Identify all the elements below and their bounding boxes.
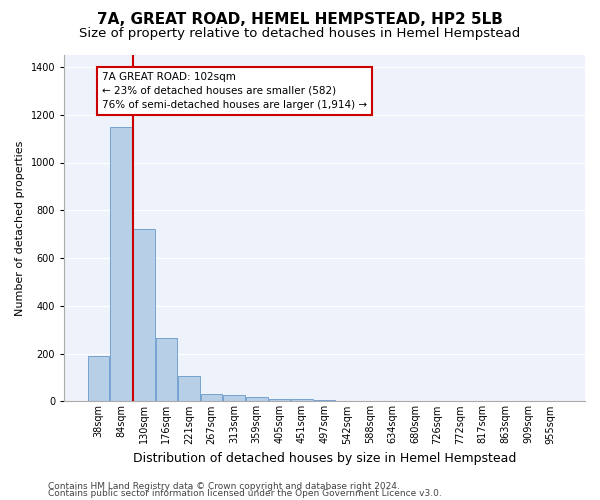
Bar	[201, 394, 223, 402]
Bar	[223, 396, 245, 402]
Bar	[155, 338, 177, 402]
Bar	[314, 400, 335, 402]
Y-axis label: Number of detached properties: Number of detached properties	[15, 140, 25, 316]
Text: 7A, GREAT ROAD, HEMEL HEMPSTEAD, HP2 5LB: 7A, GREAT ROAD, HEMEL HEMPSTEAD, HP2 5LB	[97, 12, 503, 28]
X-axis label: Distribution of detached houses by size in Hemel Hempstead: Distribution of detached houses by size …	[133, 452, 516, 465]
Bar	[88, 356, 109, 402]
Bar	[133, 230, 155, 402]
Bar	[110, 126, 132, 402]
Text: Size of property relative to detached houses in Hemel Hempstead: Size of property relative to detached ho…	[79, 28, 521, 40]
Bar	[246, 397, 268, 402]
Text: 7A GREAT ROAD: 102sqm
← 23% of detached houses are smaller (582)
76% of semi-det: 7A GREAT ROAD: 102sqm ← 23% of detached …	[102, 72, 367, 110]
Text: Contains public sector information licensed under the Open Government Licence v3: Contains public sector information licen…	[48, 489, 442, 498]
Bar	[269, 399, 290, 402]
Text: Contains HM Land Registry data © Crown copyright and database right 2024.: Contains HM Land Registry data © Crown c…	[48, 482, 400, 491]
Bar	[291, 398, 313, 402]
Bar	[178, 376, 200, 402]
Bar	[337, 400, 358, 402]
